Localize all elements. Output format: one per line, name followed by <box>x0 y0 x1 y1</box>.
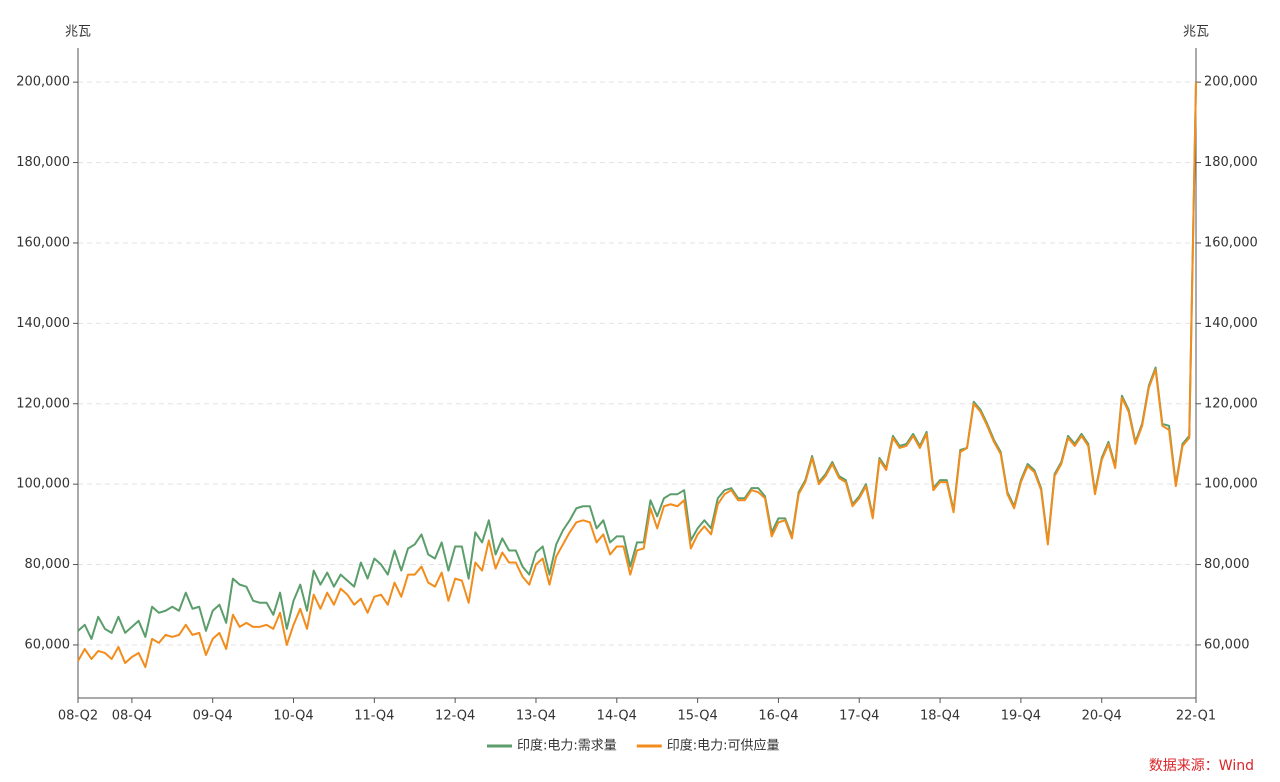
x-tick-label: 12-Q4 <box>435 709 475 724</box>
x-tick-label: 09-Q4 <box>193 709 233 724</box>
source: 数据来源：Wind <box>1149 758 1254 774</box>
y2-tick-label: 80,000 <box>1204 557 1250 572</box>
y2-tick-label: 120,000 <box>1204 396 1258 411</box>
y-tick-label: 80,000 <box>25 557 71 572</box>
x-tick-label: 15-Q4 <box>678 709 718 724</box>
y2-tick-label: 180,000 <box>1204 155 1258 170</box>
y-tick-label: 200,000 <box>16 75 70 90</box>
x-tick-label: 14-Q4 <box>597 709 637 724</box>
y-tick-label: 100,000 <box>16 477 70 492</box>
x-tick-label: 08-Q4 <box>112 709 152 724</box>
y2-tick-label: 200,000 <box>1204 75 1258 90</box>
y-tick-label: 60,000 <box>25 637 71 652</box>
series-line <box>77 82 1197 640</box>
x-tick-label: 13-Q4 <box>516 709 556 724</box>
x-tick-label: 22-Q1 <box>1176 709 1216 724</box>
x-tick-label: 08-Q2 <box>58 709 98 724</box>
x-tick-label: 10-Q4 <box>273 709 313 724</box>
y2-tick-label: 60,000 <box>1204 637 1250 652</box>
x-tick-label: 16-Q4 <box>758 709 798 724</box>
y2-tick-label: 140,000 <box>1204 316 1258 331</box>
y-tick-label: 140,000 <box>16 316 70 331</box>
x-tick-label: 17-Q4 <box>839 709 879 724</box>
y-tick-label: 160,000 <box>16 235 70 250</box>
legend-label: 印度:电力:可供应量 <box>667 738 780 754</box>
y2-unit: 兆瓦 <box>1183 25 1209 40</box>
x-tick-label: 19-Q4 <box>1001 709 1041 724</box>
x-tick-label: 11-Q4 <box>354 709 394 724</box>
legend-label: 印度:电力:需求量 <box>517 738 617 754</box>
x-tick-label: 20-Q4 <box>1082 709 1122 724</box>
x-tick-label: 18-Q4 <box>920 709 960 724</box>
y-tick-label: 180,000 <box>16 155 70 170</box>
series-line <box>77 82 1197 669</box>
y2-tick-label: 100,000 <box>1204 477 1258 492</box>
y-tick-label: 120,000 <box>16 396 70 411</box>
y-unit: 兆瓦 <box>65 25 91 40</box>
y2-tick-label: 160,000 <box>1204 235 1258 250</box>
